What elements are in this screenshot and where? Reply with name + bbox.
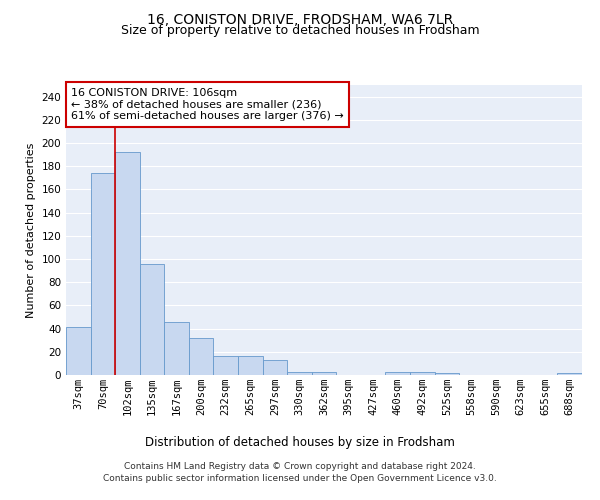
Text: 16 CONISTON DRIVE: 106sqm
← 38% of detached houses are smaller (236)
61% of semi: 16 CONISTON DRIVE: 106sqm ← 38% of detac… (71, 88, 344, 121)
Bar (287, 372, 312, 375)
Text: Contains HM Land Registry data © Crown copyright and database right 2024.
Contai: Contains HM Land Registry data © Crown c… (103, 462, 497, 483)
Text: Size of property relative to detached houses in Frodsham: Size of property relative to detached ho… (121, 24, 479, 37)
Bar (263, 360, 287, 375)
Bar (66, 328, 91, 375)
Bar (115, 152, 140, 375)
Text: 16, CONISTON DRIVE, FRODSHAM, WA6 7LR: 16, CONISTON DRIVE, FRODSHAM, WA6 7LR (147, 12, 453, 26)
Bar (557, 372, 582, 375)
Bar (410, 372, 434, 375)
Bar (434, 372, 459, 375)
Y-axis label: Number of detached properties: Number of detached properties (26, 142, 36, 318)
Bar (164, 322, 189, 375)
Bar (140, 264, 164, 375)
Bar (238, 356, 263, 375)
Bar (91, 173, 115, 375)
Bar (189, 338, 214, 375)
Text: Distribution of detached houses by size in Frodsham: Distribution of detached houses by size … (145, 436, 455, 449)
Bar (312, 372, 336, 375)
Bar (385, 372, 410, 375)
Bar (214, 356, 238, 375)
